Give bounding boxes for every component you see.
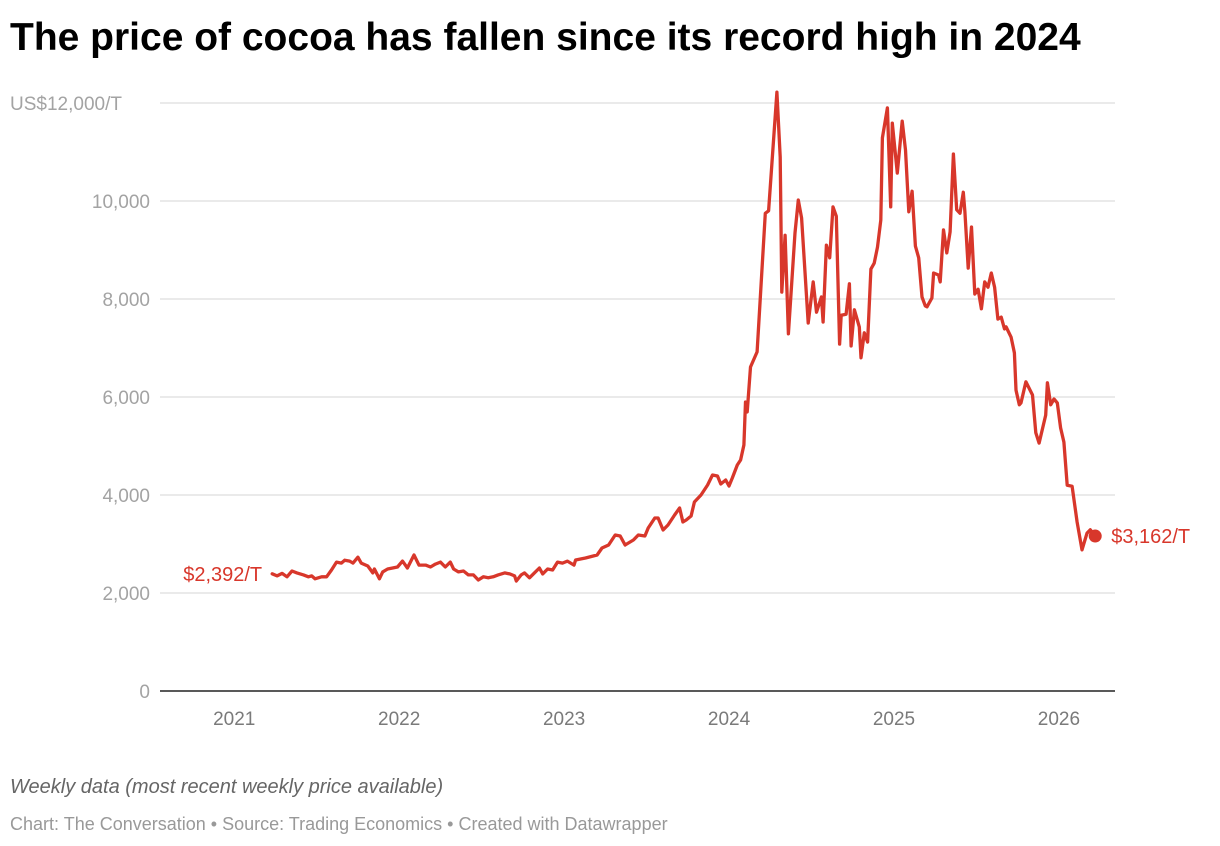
chart-title: The price of cocoa has fallen since its …	[10, 16, 1081, 59]
latest-price-dot	[1088, 529, 1102, 543]
gridlines	[160, 102, 1115, 594]
start-price-label: $2,392/T	[183, 564, 262, 586]
y-tick-label: US$12,000/T	[10, 94, 122, 115]
x-axis: 2021 2022 2023 2024 2025 2026	[213, 709, 1080, 730]
x-tick-label: 2024	[708, 709, 751, 730]
y-tick-label: 4,000	[102, 486, 150, 507]
y-tick-label: 10,000	[92, 192, 150, 213]
chart-source: Chart: The Conversation • Source: Tradin…	[10, 814, 668, 834]
y-tick-label: 8,000	[102, 290, 150, 311]
y-tick-label: 0	[139, 682, 150, 703]
y-tick-label: 2,000	[102, 584, 150, 605]
end-price-label: $3,162/T	[1111, 526, 1190, 548]
y-tick-label: 6,000	[102, 388, 150, 409]
y-axis: 0 2,000 4,000 6,000 8,000 10,000 US$12,000/T	[10, 94, 150, 703]
price-line	[270, 90, 1097, 583]
x-tick-label: 2026	[1038, 709, 1080, 730]
chart-note: Weekly data (most recent weekly price av…	[10, 776, 443, 798]
x-tick-label: 2025	[873, 709, 915, 730]
x-tick-label: 2023	[543, 709, 585, 730]
x-tick-label: 2022	[378, 709, 420, 730]
x-tick-label: 2021	[213, 709, 255, 730]
